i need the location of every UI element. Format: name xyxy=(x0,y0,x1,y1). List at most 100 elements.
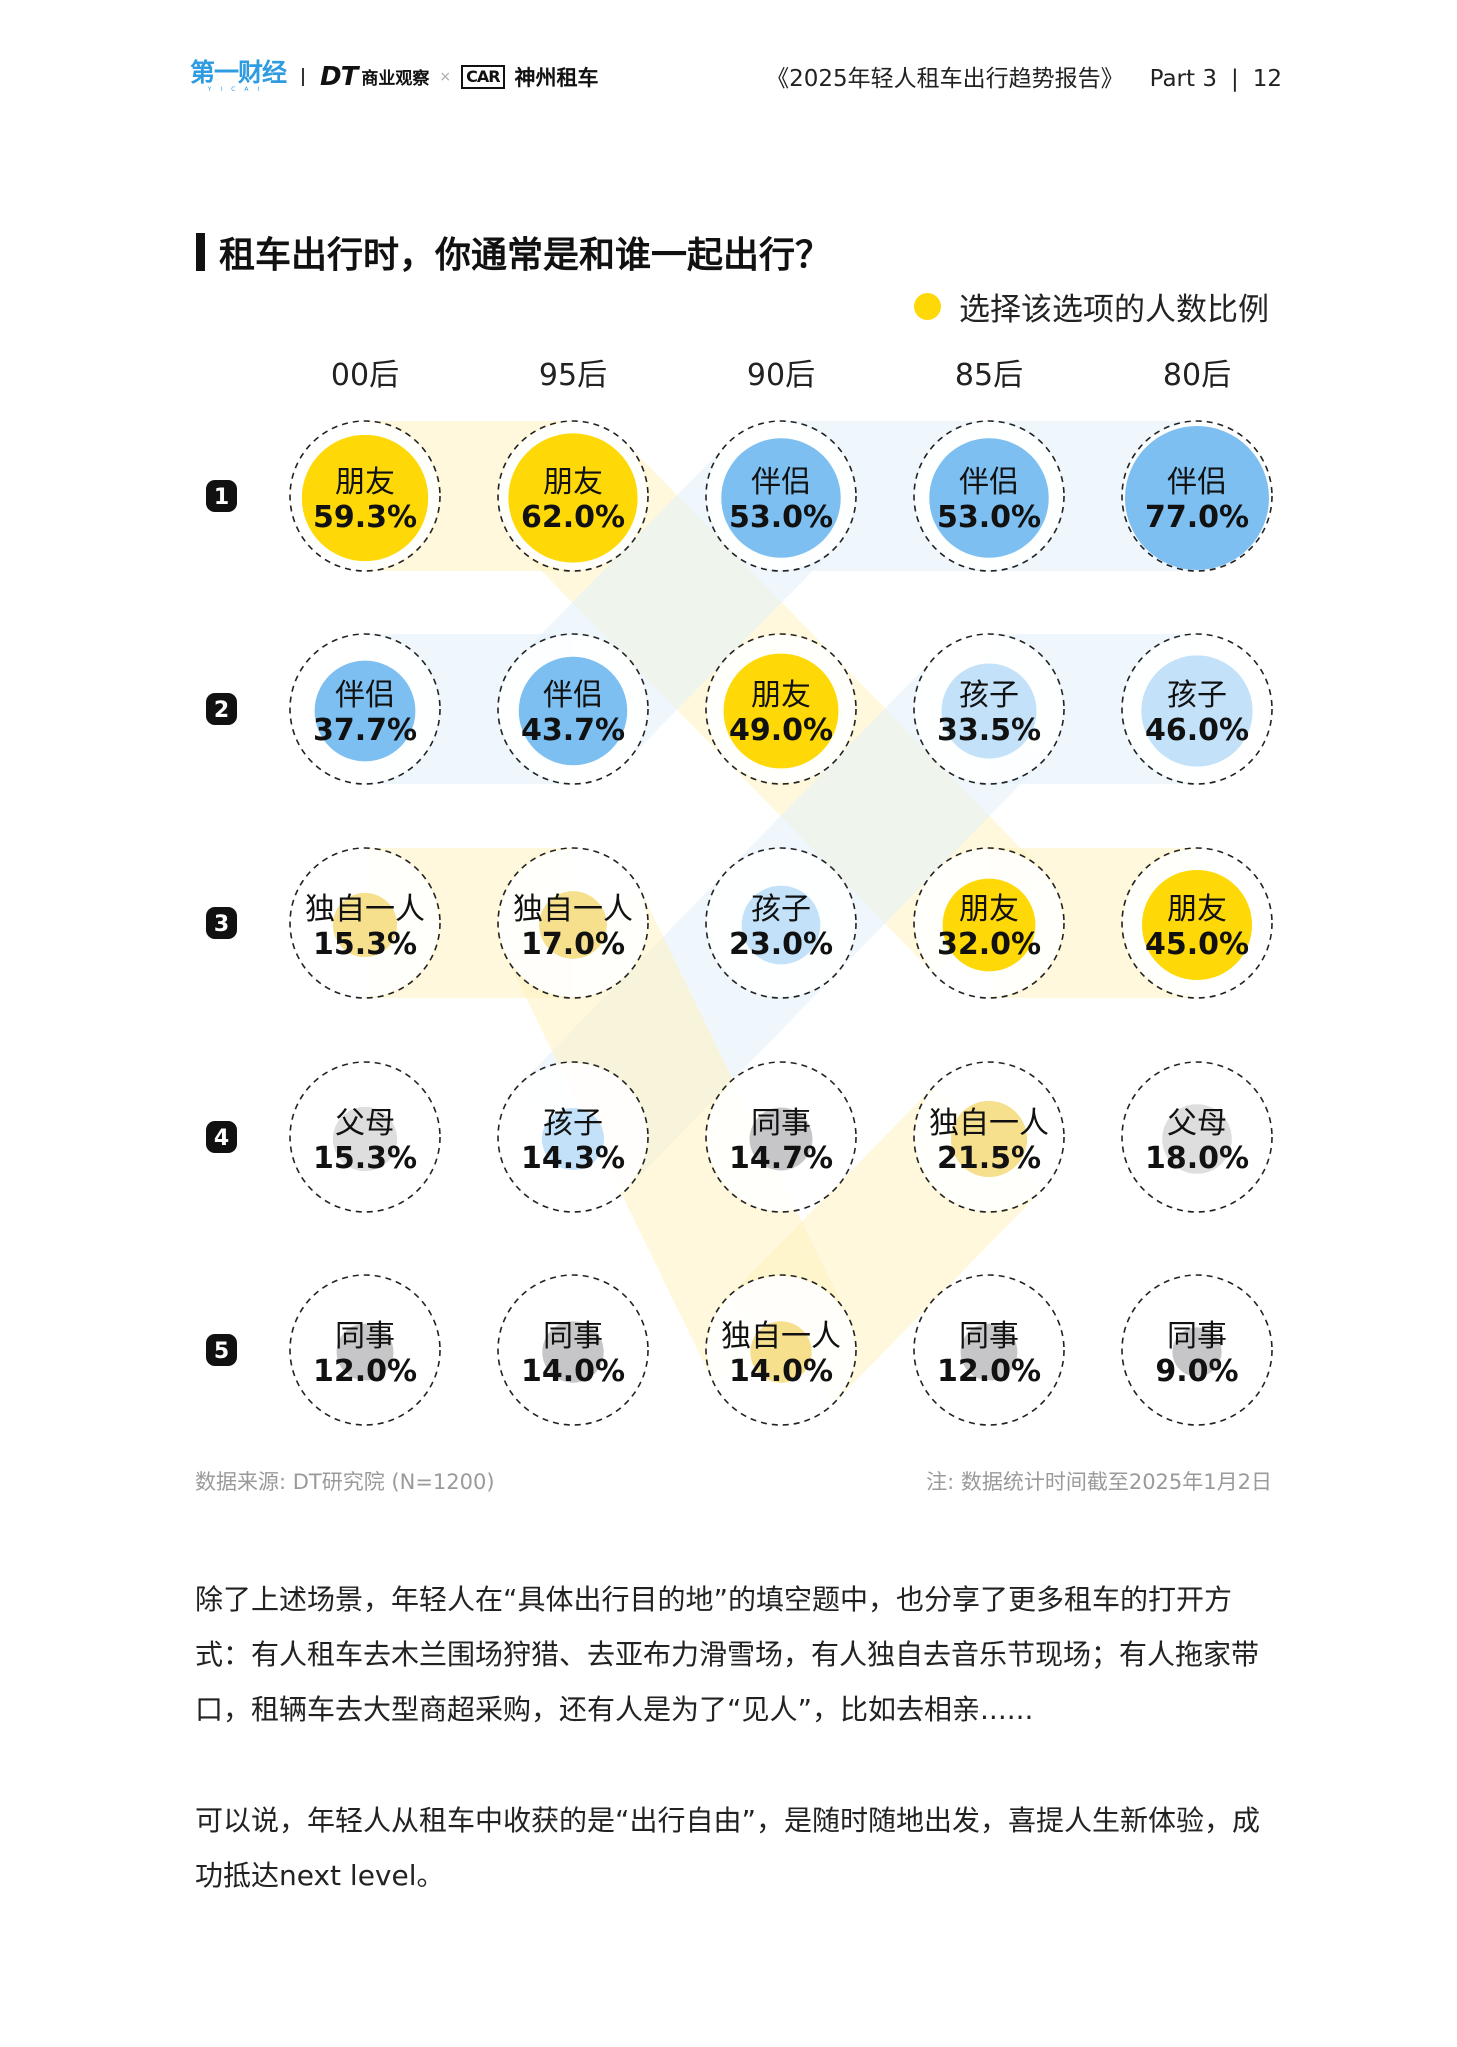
bubble-outline xyxy=(913,1061,1065,1213)
bubble-name: 孩子 xyxy=(959,678,1019,713)
bubble-value: 77.0% xyxy=(1145,500,1249,535)
rank-badge-bg xyxy=(206,1121,237,1153)
category-label: 95后 xyxy=(539,358,607,393)
bubble-outline xyxy=(1121,1061,1273,1213)
bubble-name: 独自一人 xyxy=(929,1106,1049,1141)
bubble-value: 53.0% xyxy=(937,500,1041,535)
bubble-fill xyxy=(542,1321,604,1383)
data-source: 数据来源: DT研究院 (N=1200) xyxy=(195,1470,495,1494)
bubble-outline xyxy=(1121,847,1273,999)
page-header: 第一财经 YICAI DT 商业观察 × CAR 神州租车 《2025年轻人租车… xyxy=(190,54,1282,102)
rank-badge-bg xyxy=(206,480,237,512)
bubble-value: 37.7% xyxy=(313,713,417,748)
brand-logos: 第一财经 YICAI DT 商业观察 × CAR 神州租车 xyxy=(190,60,599,94)
header-separator: | xyxy=(1230,66,1239,92)
bubble-outline xyxy=(497,847,649,999)
rank-badge: 3 xyxy=(206,907,237,939)
rank-badge-bg xyxy=(206,1334,237,1366)
bubble-outline xyxy=(705,420,857,572)
bubble-outline xyxy=(289,847,441,999)
bubble-outline xyxy=(497,1274,649,1426)
bubble-name: 朋友 xyxy=(543,465,603,500)
bubble-value: 21.5% xyxy=(937,1141,1041,1176)
bubble-fill xyxy=(750,1321,812,1383)
bubble-outline xyxy=(289,1274,441,1426)
bubble: 同事9.0% xyxy=(1121,1274,1273,1426)
rank-badge: 1 xyxy=(206,480,237,512)
category-labels: 00后 95后 90后 85后 80后 xyxy=(331,358,1231,393)
bubble-name: 同事 xyxy=(959,1319,1019,1354)
bubble-fill xyxy=(541,1107,605,1171)
bubble-outline xyxy=(289,633,441,785)
bubble-outline xyxy=(1121,633,1273,785)
bubble-fill xyxy=(741,885,821,965)
bubble-value: 59.3% xyxy=(313,500,417,535)
category-label: 00后 xyxy=(331,358,399,393)
bubble-value: 18.0% xyxy=(1145,1141,1249,1176)
rank-number: 1 xyxy=(214,485,229,510)
logo-divider xyxy=(302,67,305,86)
bubble-fill xyxy=(942,878,1036,972)
bubble-name: 伴侣 xyxy=(335,678,395,713)
bubble-fill xyxy=(1162,1104,1232,1174)
rank-badge-bg xyxy=(206,693,237,725)
bubble-fill xyxy=(336,1323,394,1381)
bubble-outline xyxy=(913,420,1065,572)
bubble-fill xyxy=(723,653,839,769)
bubbles: 朋友59.3%伴侣37.7%独自一人15.3%父母15.3%同事12.0%朋友6… xyxy=(289,420,1273,1426)
legend: 选择该选项的人数比例 xyxy=(914,284,1269,329)
category-label: 85后 xyxy=(955,358,1023,393)
bubble-fill xyxy=(332,1106,398,1172)
bubble-name: 独自一人 xyxy=(513,892,633,927)
bubble-value: 46.0% xyxy=(1145,713,1249,748)
bubble-name: 伴侣 xyxy=(751,465,811,500)
collab-times-icon: × xyxy=(439,68,452,85)
legend-label: 选择该选项的人数比例 xyxy=(959,292,1269,328)
bubble-name: 孩子 xyxy=(1167,678,1227,713)
chart-title: 租车出行时，你通常是和谁一起出行？ xyxy=(196,226,831,278)
bubble-outline xyxy=(705,847,857,999)
bubble-value: 43.7% xyxy=(521,713,625,748)
yicai-logo: 第一财经 YICAI xyxy=(190,60,287,94)
rank-badge: 5 xyxy=(206,1334,237,1366)
bubble-name: 独自一人 xyxy=(721,1319,841,1354)
bubble-value: 12.0% xyxy=(313,1354,417,1389)
bubble-name: 同事 xyxy=(751,1106,811,1141)
rank-number: 5 xyxy=(214,1339,229,1364)
part-label: Part 3 xyxy=(1149,66,1217,92)
bubble-fill xyxy=(1141,655,1253,767)
yicai-logo-sub: YICAI xyxy=(207,86,269,93)
bubble-name: 同事 xyxy=(335,1319,395,1354)
bubble-outline xyxy=(705,1274,857,1426)
legend-dot-icon xyxy=(914,293,941,320)
data-note: 注: 数据统计时间截至2025年1月2日 xyxy=(926,1470,1272,1494)
bubble-value: 49.0% xyxy=(729,713,833,748)
bubble-fill xyxy=(1141,869,1253,981)
bubble-fill xyxy=(721,438,841,558)
rank-badge: 4 xyxy=(206,1121,237,1153)
chart-title-text: 租车出行时，你通常是和谁一起出行？ xyxy=(219,235,832,276)
rank-badges: 1 2 3 4 5 xyxy=(206,480,237,1366)
bubble-name: 父母 xyxy=(1167,1106,1227,1141)
bubble-value: 45.0% xyxy=(1145,927,1249,962)
category-label: 80后 xyxy=(1163,358,1231,393)
bubble-outline xyxy=(1121,1274,1273,1426)
bubble-name: 孩子 xyxy=(543,1106,603,1141)
bubble-name: 朋友 xyxy=(1167,892,1227,927)
bubble-fill xyxy=(332,892,398,958)
bubble-value: 15.3% xyxy=(313,927,417,962)
